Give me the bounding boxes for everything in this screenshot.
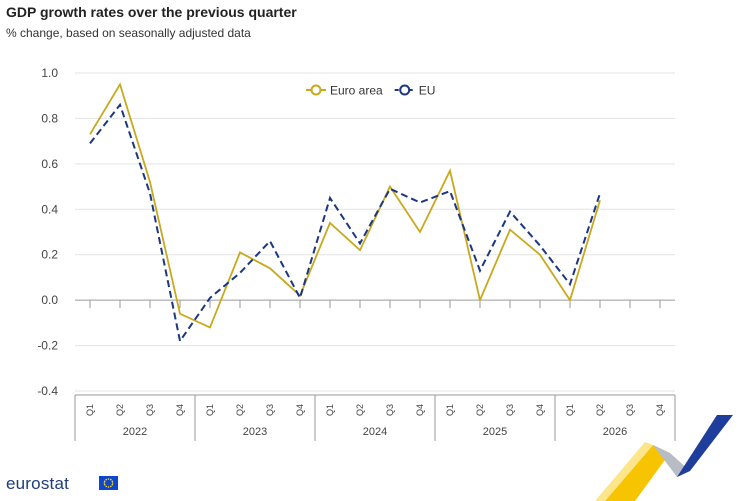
legend[interactable]: Euro area EU	[306, 84, 435, 98]
x-tick-label: Q2	[475, 404, 485, 416]
x-tick-label: Q3	[145, 404, 155, 416]
y-tick-label: 0.8	[41, 111, 58, 125]
x-tick-label: Q1	[205, 404, 215, 416]
year-label: 2024	[363, 426, 387, 438]
eu-flag-icon	[99, 476, 118, 490]
x-tick-label: Q2	[235, 404, 245, 416]
eurostat-logo: eurostat	[6, 474, 70, 493]
x-tick-label: Q2	[355, 404, 365, 416]
x-tick-label: Q3	[385, 404, 395, 416]
x-tick-label: Q1	[325, 404, 335, 416]
decorative-ribbon-icon	[595, 415, 733, 501]
y-tick-label: -0.2	[37, 339, 58, 353]
year-label: 2023	[243, 426, 267, 438]
legend-item-eu[interactable]: EU	[394, 84, 436, 98]
grid	[75, 72, 675, 392]
x-tick-label: Q4	[295, 404, 305, 416]
series-line-euro-area	[89, 82, 601, 329]
series-line-eu	[89, 102, 601, 344]
legend-marker	[399, 84, 411, 96]
x-tick-label: Q3	[505, 404, 515, 416]
x-tick-label: Q4	[175, 404, 185, 416]
chart-subtitle: % change, based on seasonally adjusted d…	[6, 26, 251, 40]
x-tick-label: Q4	[415, 404, 425, 416]
x-tick-label: Q1	[445, 404, 455, 416]
y-tick-label: 0.6	[41, 157, 58, 171]
x-tick-label: Q1	[565, 404, 575, 416]
x-axis: Q1 Q2 Q3 Q4 Q1 Q2 Q3 Q4 Q1 Q2 Q3 Q4 Q1 Q2 Q3 Q4 Q1 Q2 Q3 Q4…	[74, 394, 676, 441]
y-tick-label: -0.4	[37, 384, 58, 398]
legend-marker	[310, 84, 322, 96]
legend-label: EU	[419, 84, 436, 98]
x-tick-label: Q2	[115, 404, 125, 416]
year-label: 2025	[483, 426, 507, 438]
y-tick-label: 0.4	[41, 202, 58, 216]
x-tick-label: Q4	[655, 404, 665, 416]
legend-item-euro-area[interactable]: Euro area	[306, 84, 383, 98]
x-tick-label: Q3	[265, 404, 275, 416]
y-tick-label: 0.2	[41, 248, 58, 262]
x-tick-label: Q4	[535, 404, 545, 416]
series-lines	[89, 82, 601, 344]
year-label: 2022	[123, 426, 147, 438]
x-tick-label: Q1	[85, 404, 95, 416]
y-tick-label: 1.0	[41, 66, 58, 80]
y-axis: 1.0 0.8 0.6 0.4 0.2 0.0 -0.2 -0.4	[37, 66, 58, 398]
chart-title: GDP growth rates over the previous quart…	[6, 4, 297, 20]
x-tick-label: Q2	[595, 404, 605, 416]
year-label: 2026	[603, 426, 627, 438]
legend-label: Euro area	[330, 84, 383, 98]
x-tick-label: Q3	[625, 404, 635, 416]
y-tick-label: 0.0	[41, 293, 58, 307]
